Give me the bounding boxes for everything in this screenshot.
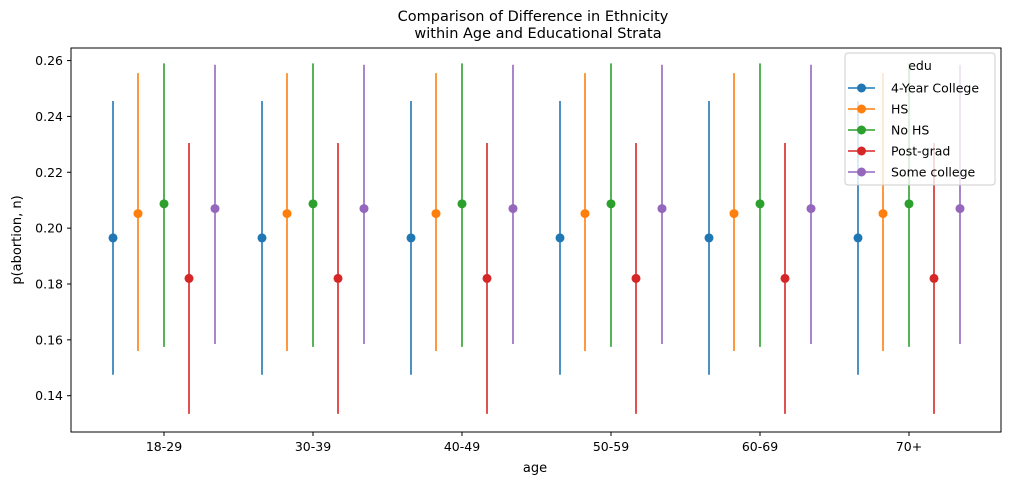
data-point [159, 199, 169, 209]
y-tick-label: 0.16 [35, 332, 63, 347]
x-tick-label: 18-29 [146, 439, 182, 454]
data-point [210, 204, 220, 214]
legend-label: 4-Year College [891, 81, 979, 96]
data-point [108, 233, 118, 243]
y-tick-label: 0.24 [35, 109, 63, 124]
data-point [729, 209, 739, 219]
legend-label: No HS [891, 123, 929, 138]
legend-item-4: Some college [848, 165, 976, 180]
legend-marker [857, 83, 866, 93]
plot-frame [70, 47, 1002, 433]
data-point [853, 233, 863, 243]
series-3 [184, 142, 939, 414]
legend-label: Post-grad [891, 144, 950, 159]
data-point [904, 199, 914, 209]
legend-label: HS [891, 102, 908, 117]
data-point [406, 233, 416, 243]
legend-marker [857, 167, 866, 177]
data-point [704, 233, 714, 243]
data-point [257, 233, 267, 243]
data-point [431, 209, 441, 219]
y-axis: 0.14 0.16 0.18 0.20 0.22 0.24 0.26 [35, 53, 71, 403]
series-1 [133, 73, 888, 352]
data-point [929, 273, 939, 283]
legend-box [844, 52, 996, 186]
data-point [457, 199, 467, 209]
x-tick-label: 30-39 [295, 439, 331, 454]
legend-item-2: No HS [848, 123, 929, 138]
y-tick-label: 0.22 [35, 165, 63, 180]
x-tick-label: 60-69 [742, 439, 778, 454]
data-point [878, 209, 888, 219]
legend-item-0: 4-Year College [848, 81, 979, 96]
data-point [657, 204, 667, 214]
data-point [308, 199, 318, 209]
chart-title-line1: Comparison of Difference in Ethnicity [398, 9, 669, 25]
data-point [955, 204, 965, 214]
legend-label: Some college [891, 165, 976, 180]
y-tick-label: 0.14 [35, 388, 63, 403]
data-point [184, 273, 194, 283]
data-point [755, 199, 765, 209]
chart-title-line2: within Age and Educational Strata [414, 26, 661, 42]
data-point [333, 273, 343, 283]
data-point [806, 204, 816, 214]
chart-marks [108, 63, 965, 414]
legend-marker [857, 125, 866, 135]
legend-item-3: Post-grad [848, 144, 950, 159]
data-point [359, 204, 369, 214]
data-point [508, 204, 518, 214]
x-tick-label: 40-49 [444, 439, 480, 454]
y-tick-label: 0.20 [35, 221, 63, 236]
x-axis: 18-29 30-39 40-49 50-59 60-69 70+ [146, 432, 922, 454]
legend-item-1: HS [848, 102, 908, 117]
legend-marker [857, 104, 866, 114]
legend-title: edu [908, 58, 932, 73]
data-point [482, 273, 492, 283]
y-tick-label: 0.18 [35, 276, 63, 291]
legend: edu 4-Year College HS No HS Post-grad Some c… [844, 52, 996, 186]
x-axis-title: age [523, 461, 547, 476]
series-0 [108, 101, 863, 375]
x-tick-label: 50-59 [593, 439, 629, 454]
data-point [133, 209, 143, 219]
data-point [606, 199, 616, 209]
data-point [780, 273, 790, 283]
y-tick-label: 0.26 [35, 53, 63, 68]
legend-marker [857, 146, 866, 156]
x-tick-label: 70+ [896, 439, 922, 454]
data-point [282, 209, 292, 219]
y-axis-title: p(abortion, n) [10, 195, 25, 284]
series-2 [159, 63, 914, 347]
data-point [555, 233, 565, 243]
data-point [631, 273, 641, 283]
data-point [580, 209, 590, 219]
